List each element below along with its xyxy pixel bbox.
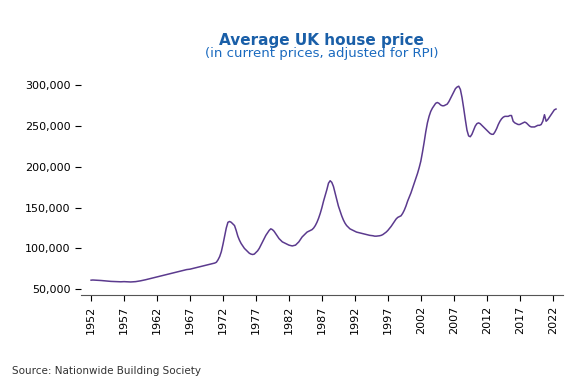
Title: Average UK house price: Average UK house price	[219, 33, 425, 48]
Text: (in current prices, adjusted for RPI): (in current prices, adjusted for RPI)	[205, 47, 438, 60]
Text: Source: Nationwide Building Society: Source: Nationwide Building Society	[12, 366, 201, 376]
